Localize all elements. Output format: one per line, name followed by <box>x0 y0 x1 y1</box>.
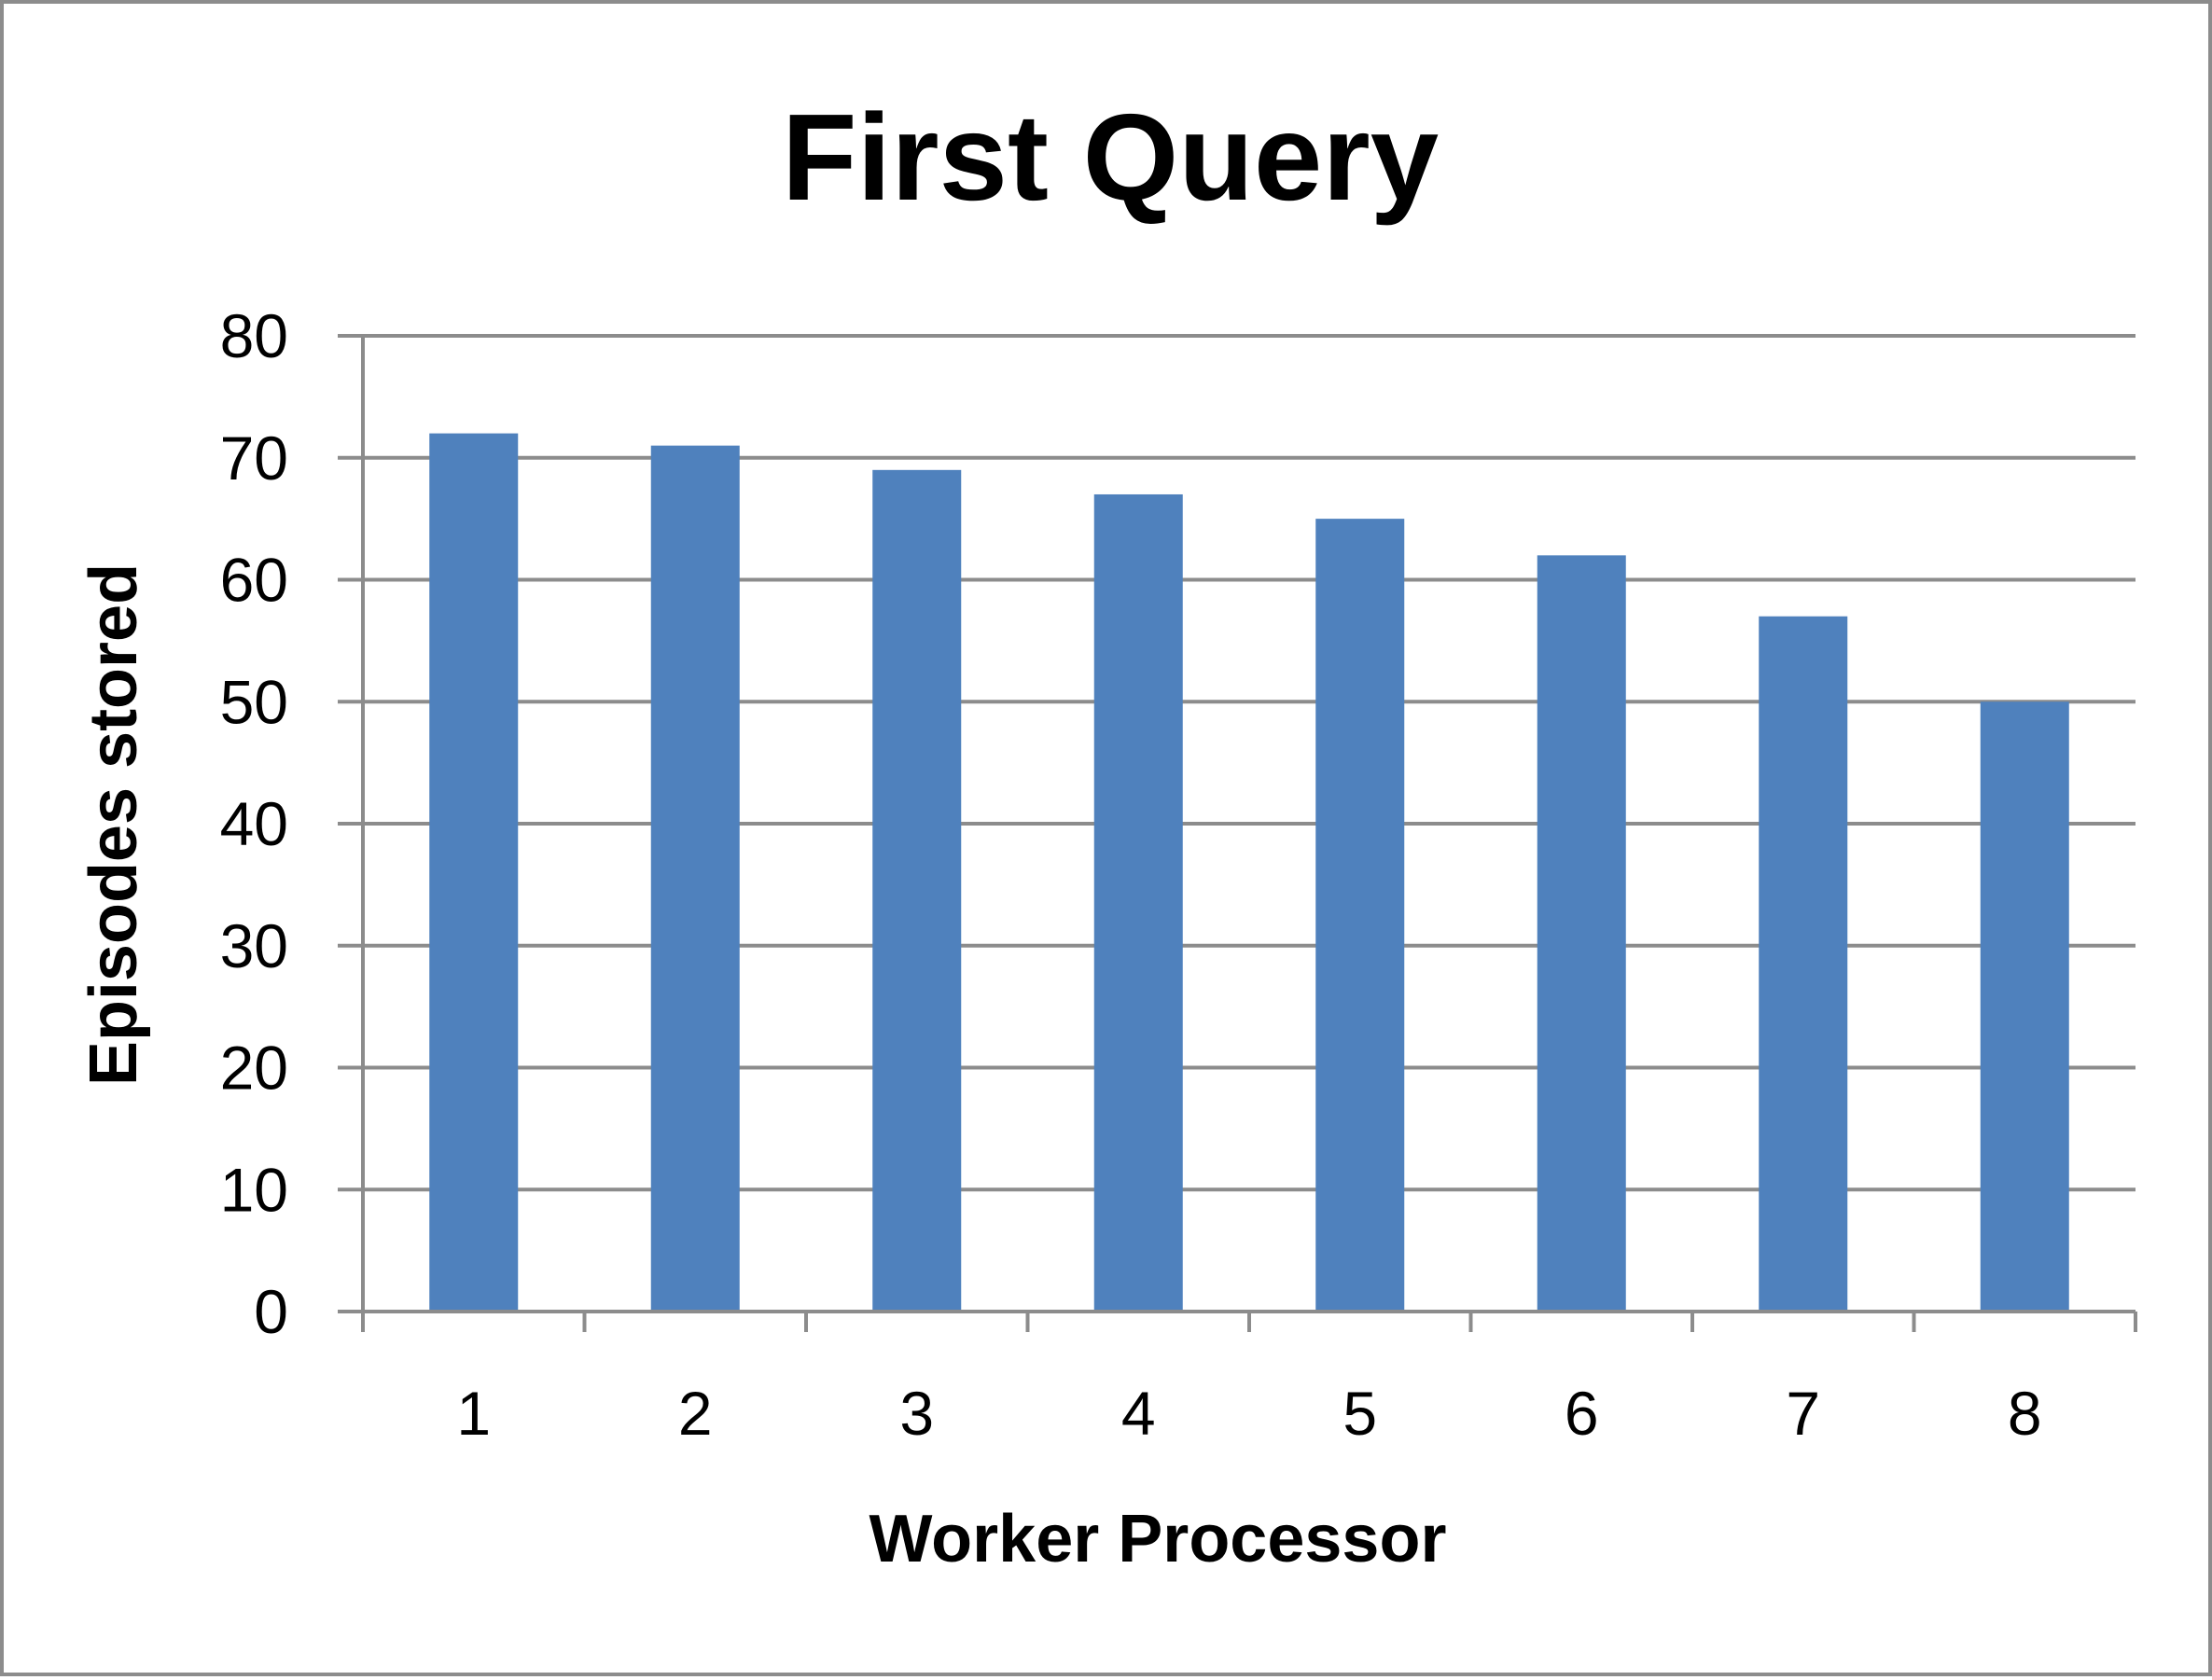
bar-8 <box>1980 701 2069 1312</box>
bar-chart: First Query 0 10 20 30 40 50 60 70 80 1 2 3 4 5 6 7 8 W… <box>77 89 2137 1576</box>
y-axis-title: Episodes stored <box>77 563 151 1086</box>
x-tick-label: 8 <box>2008 1379 2042 1448</box>
x-axis-title: Worker Processor <box>869 1502 1447 1576</box>
bar-3 <box>872 469 962 1312</box>
y-tick-label: 60 <box>220 546 288 615</box>
x-tick-label: 5 <box>1343 1379 1377 1448</box>
y-tick-label: 40 <box>220 789 288 858</box>
y-tick-label: 70 <box>220 423 288 493</box>
bar-4 <box>1093 493 1183 1312</box>
x-tick-label: 6 <box>1565 1379 1599 1448</box>
x-tick-label: 3 <box>899 1379 934 1448</box>
axes <box>338 336 2137 1332</box>
bar-5 <box>1315 519 1405 1312</box>
x-tick-label: 1 <box>456 1379 491 1448</box>
y-tick-label: 20 <box>220 1034 288 1103</box>
x-tick-label: 7 <box>1786 1379 1820 1448</box>
y-tick-label: 0 <box>254 1277 288 1346</box>
y-tick-labels: 0 10 20 30 40 50 60 70 80 <box>220 301 288 1346</box>
y-tick-label: 50 <box>220 667 288 736</box>
x-tick-label: 4 <box>1121 1379 1156 1448</box>
bars <box>429 433 2069 1312</box>
y-tick-label: 10 <box>220 1155 288 1224</box>
bar-7 <box>1759 616 1848 1312</box>
x-tick-labels: 1 2 3 4 5 6 7 8 <box>456 1379 2041 1448</box>
gridlines <box>338 334 2135 1313</box>
y-tick-label: 80 <box>220 301 288 370</box>
bar-6 <box>1537 555 1626 1312</box>
y-tick-label: 30 <box>220 911 288 980</box>
x-tick-label: 2 <box>678 1379 713 1448</box>
bar-1 <box>429 433 519 1312</box>
chart-title: First Query <box>782 89 1439 226</box>
bar-2 <box>650 445 740 1312</box>
